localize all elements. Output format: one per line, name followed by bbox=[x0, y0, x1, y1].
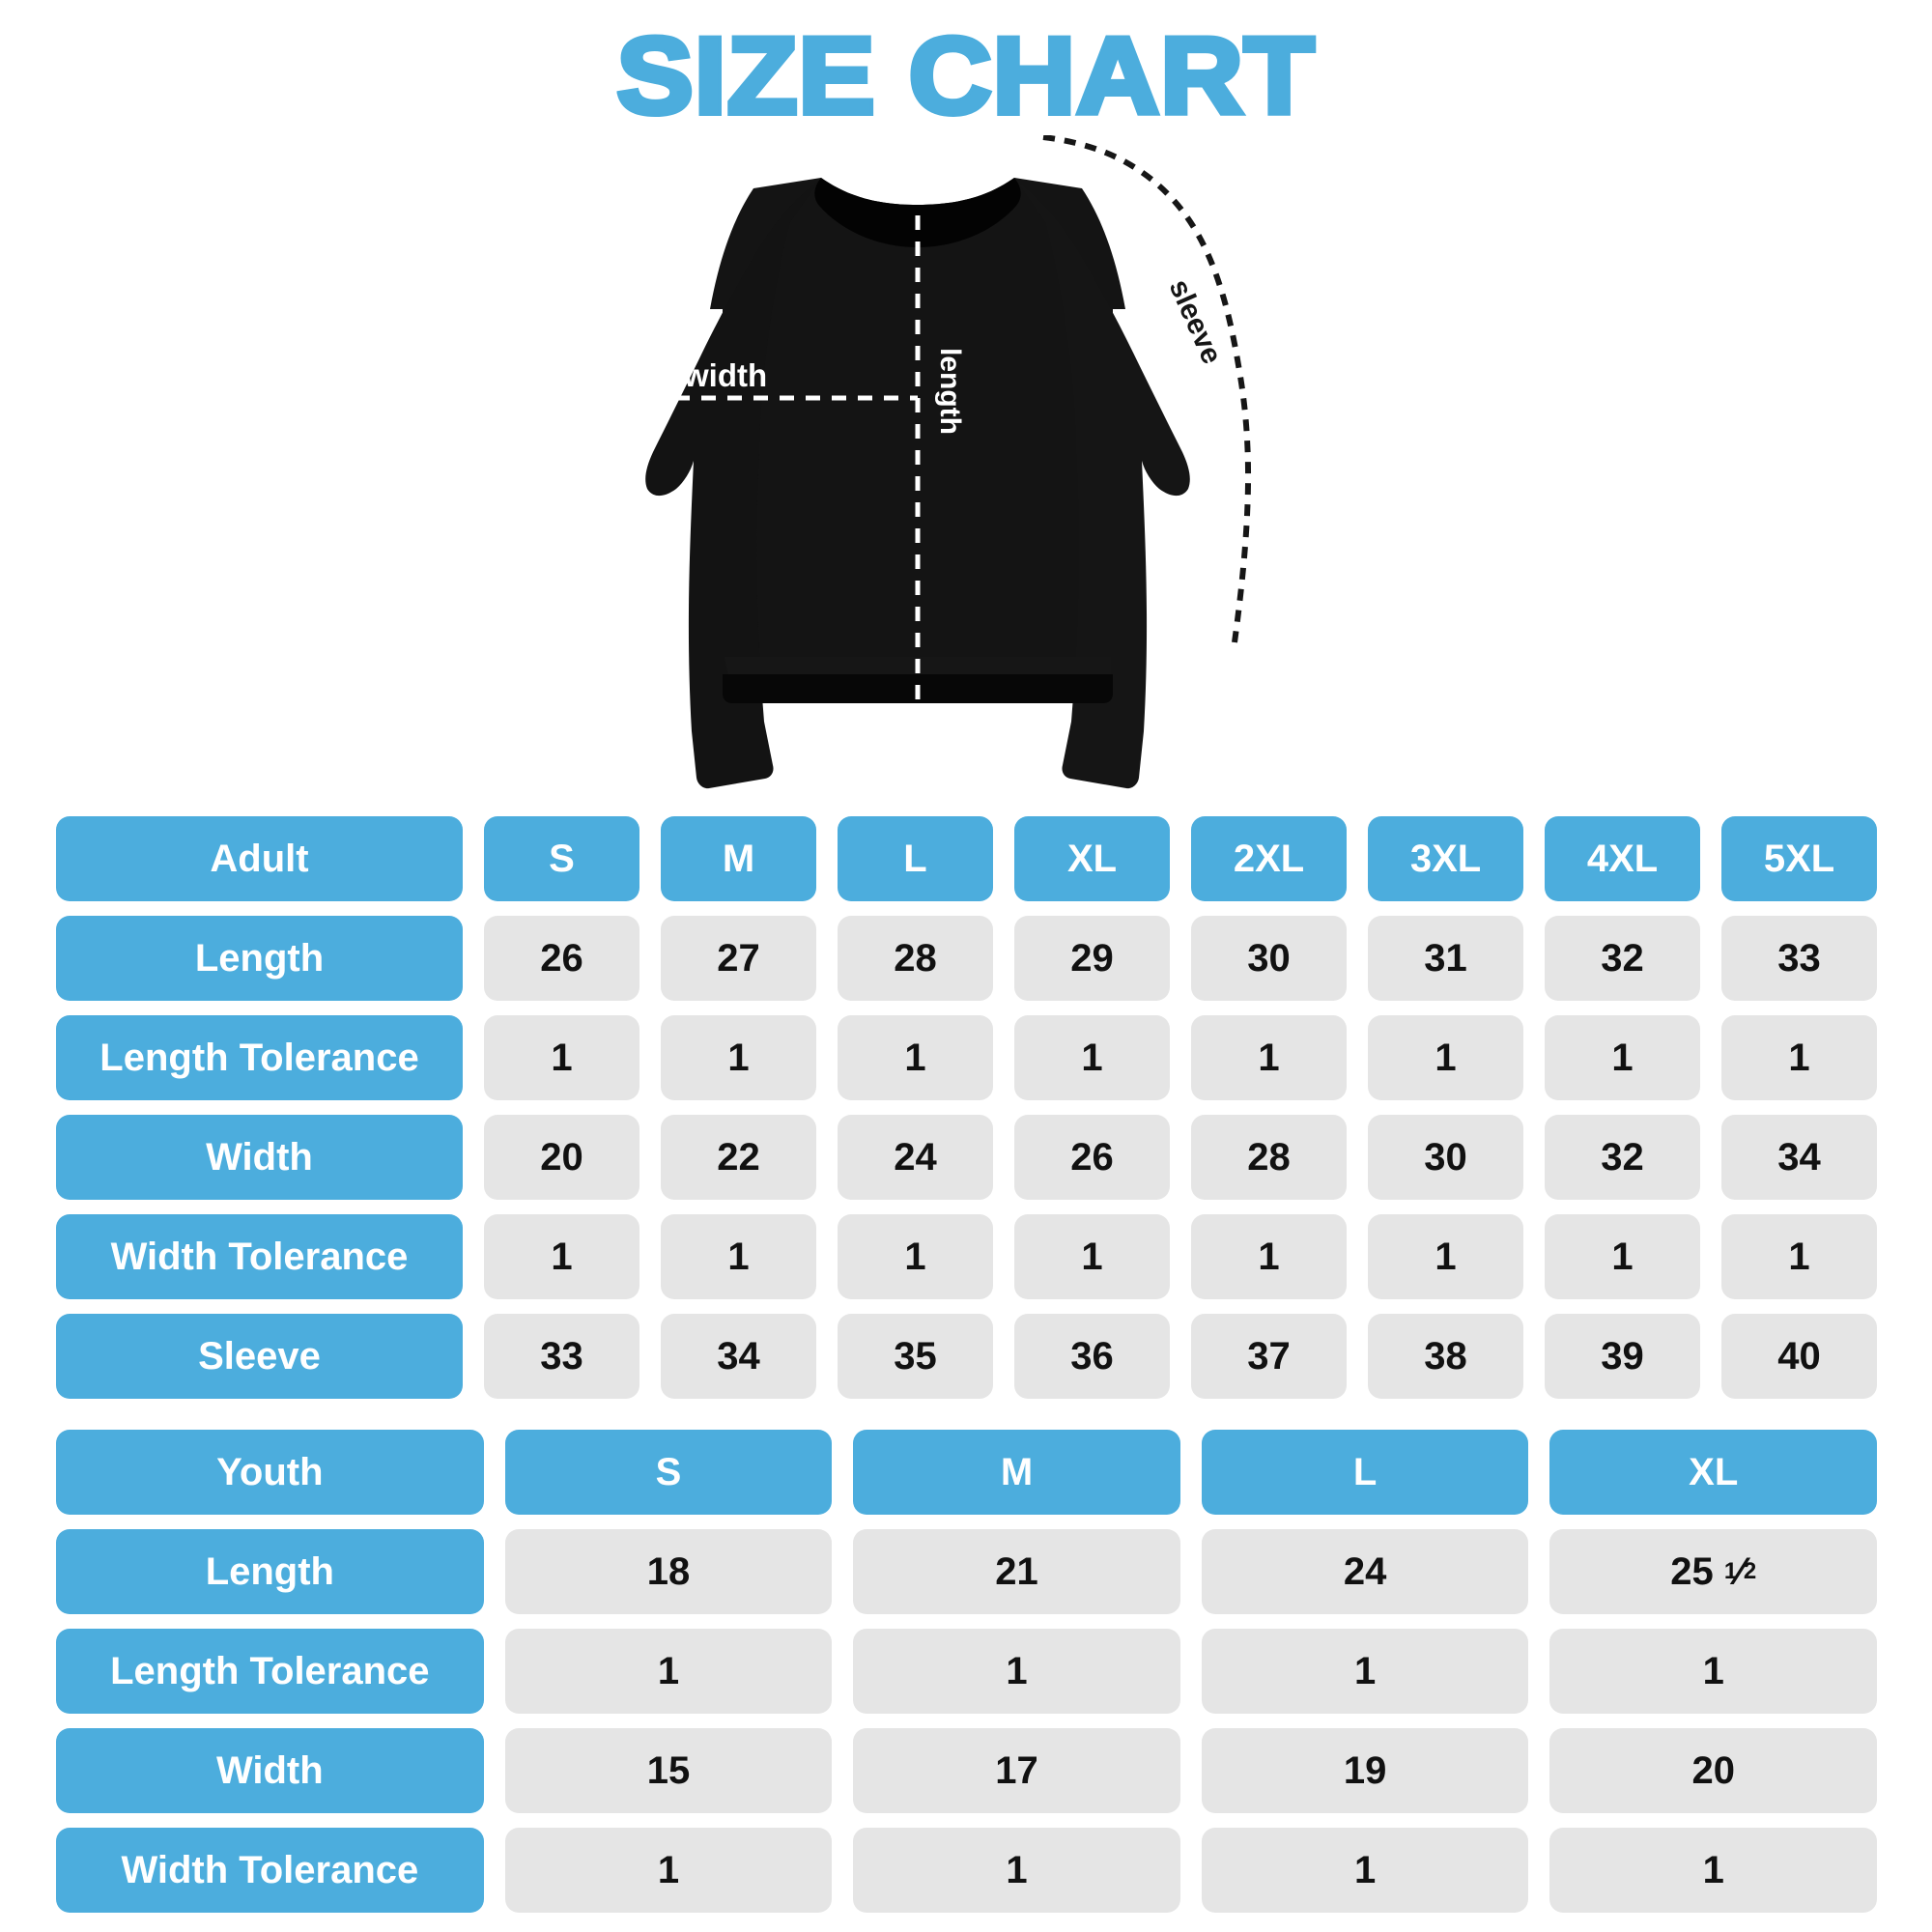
svg-text:length: length bbox=[934, 348, 966, 435]
svg-text:width: width bbox=[683, 357, 767, 393]
svg-text:sleeve: sleeve bbox=[1163, 274, 1228, 368]
